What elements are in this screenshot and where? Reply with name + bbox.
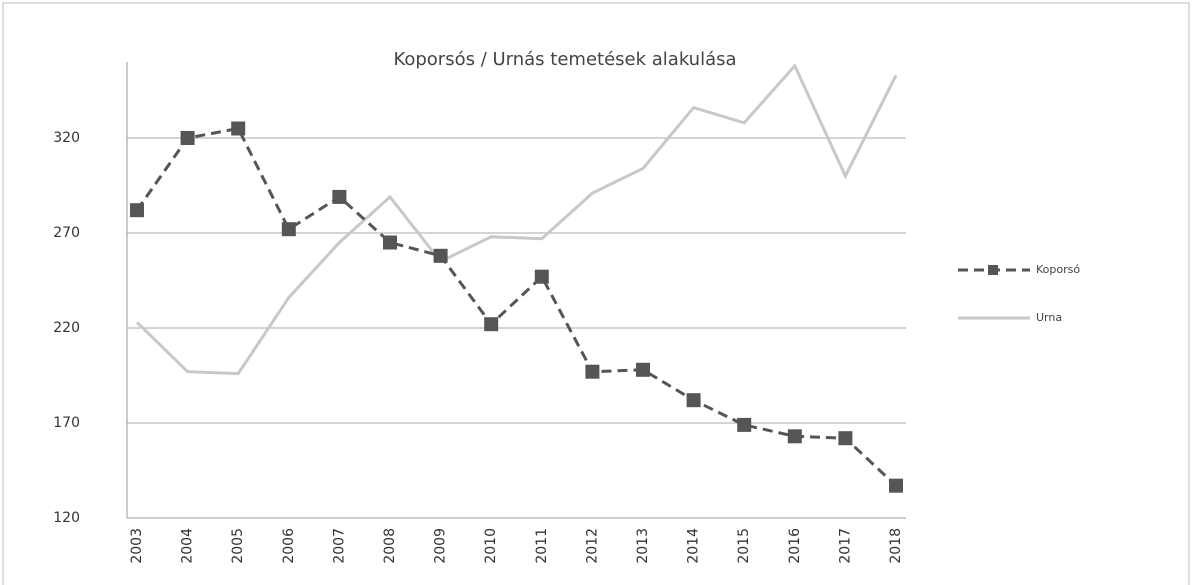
y-tick-label: 270 — [53, 225, 80, 241]
x-tick-label: 2007 — [331, 528, 347, 564]
x-tick-label: 2013 — [635, 528, 651, 564]
series-line — [135, 63, 898, 376]
marker — [484, 317, 499, 332]
marker — [737, 417, 752, 432]
x-tick-label: 2009 — [433, 528, 449, 564]
legend-label: Urna — [1036, 311, 1062, 324]
x-tick-label: 2017 — [837, 528, 853, 564]
x-tick-label: 2008 — [382, 528, 398, 564]
y-tick-label: 220 — [53, 320, 80, 336]
marker — [787, 429, 802, 444]
marker — [332, 189, 347, 204]
x-tick-label: 2014 — [686, 528, 702, 564]
legend-label: Koporsó — [1036, 263, 1080, 276]
y-tick-label: 320 — [53, 130, 80, 146]
marker — [534, 269, 549, 284]
y-tick-label: 120 — [53, 510, 80, 526]
series-line — [135, 126, 898, 487]
marker — [130, 203, 144, 218]
chart-title: Koporsós / Urnás temetések alakulása — [393, 49, 736, 70]
marker — [231, 121, 246, 136]
x-tick-label: 2006 — [281, 528, 297, 564]
x-tick-label: 2015 — [736, 528, 752, 564]
marker — [686, 393, 701, 408]
x-tick-label: 2005 — [230, 528, 246, 564]
marker — [585, 364, 600, 379]
marker — [281, 222, 296, 237]
marker — [180, 131, 195, 145]
marker — [433, 248, 448, 263]
marker — [889, 478, 903, 493]
marker — [636, 362, 650, 377]
x-tick-label: 2003 — [129, 528, 145, 564]
x-tick-label: 2004 — [180, 528, 196, 564]
marker — [383, 235, 397, 250]
x-tick-label: 2012 — [584, 528, 600, 564]
x-tick-label: 2010 — [483, 528, 499, 564]
x-tick-label: 2016 — [787, 528, 803, 564]
x-tick-label: 2011 — [534, 528, 550, 564]
legend-marker — [988, 265, 998, 275]
y-tick-label: 170 — [53, 415, 80, 431]
marker — [838, 431, 853, 446]
x-tick-label: 2018 — [888, 528, 904, 564]
